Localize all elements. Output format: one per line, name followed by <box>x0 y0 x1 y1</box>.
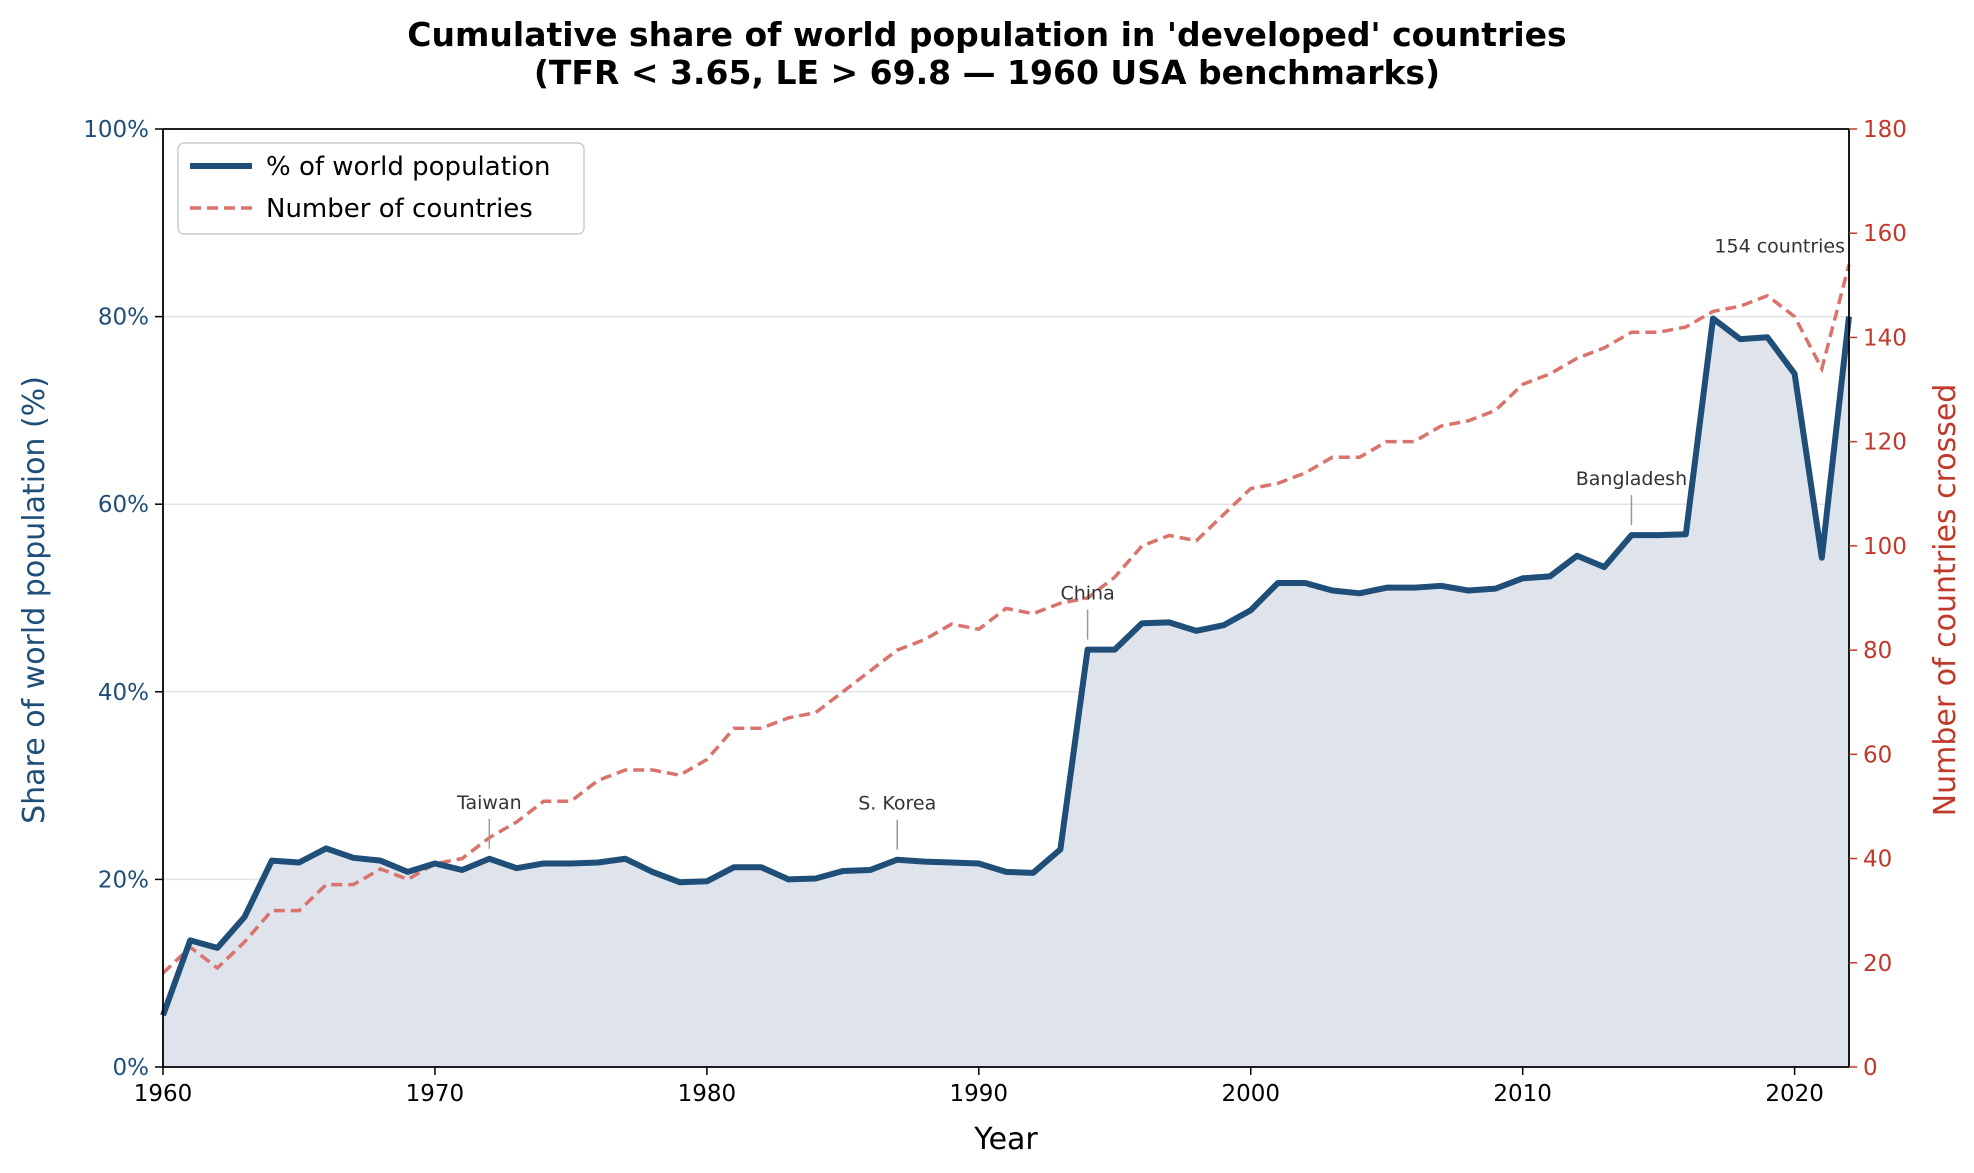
legend-label-share: % of world population <box>266 152 551 182</box>
x-tick-label: 1990 <box>950 1081 1009 1107</box>
share-area-layer <box>163 316 1849 1068</box>
share-series-line <box>160 315 1852 1017</box>
right-y-tick-label: 40 <box>1863 847 1892 873</box>
right-y-tick-label: 100 <box>1863 534 1907 560</box>
right-y-tick-label: 140 <box>1863 325 1907 351</box>
countries-series-line <box>161 264 1851 975</box>
right-y-tick-label: 20 <box>1863 951 1892 977</box>
x-tick-label: 2010 <box>1493 1081 1552 1107</box>
left-y-tick-label: 60% <box>98 492 149 518</box>
left-y-tick-label: 100% <box>83 117 149 143</box>
left-y-tick-label: 40% <box>98 680 149 706</box>
chart-subtitle: (TFR < 3.65, LE > 69.8 — 1960 USA benchm… <box>534 53 1440 92</box>
axis-ticks: 1960 1970 1980 1990 2000 2010 2020 0% 20% 40% 60% 8… <box>83 117 1907 1107</box>
chart-title: Cumulative share of world population in … <box>407 15 1566 54</box>
left-y-tick-label: 20% <box>98 867 149 893</box>
annotation-label: 154 countries <box>1714 235 1845 257</box>
annotation-label: Bangladesh <box>1576 468 1687 490</box>
annotation-label: Taiwan <box>456 792 522 814</box>
left-y-tick-label: 0% <box>113 1055 150 1081</box>
right-y-tick-label: 180 <box>1863 117 1907 143</box>
right-y-tick-label: 120 <box>1863 430 1907 456</box>
right-y-tick-label: 80 <box>1863 638 1892 664</box>
series-lines-layer <box>160 264 1852 1017</box>
right-y-axis-label: Number of countries crossed <box>1928 384 1963 817</box>
right-y-tick-label: 60 <box>1863 742 1892 768</box>
x-tick-label: 1980 <box>678 1081 737 1107</box>
right-y-tick-label: 160 <box>1863 221 1907 247</box>
x-axis-label: Year <box>973 1122 1038 1157</box>
axes-frame <box>162 128 1850 1068</box>
annotation-label: S. Korea <box>858 793 936 815</box>
x-tick-label: 2020 <box>1765 1081 1824 1107</box>
x-tick-label: 1970 <box>406 1081 465 1107</box>
left-y-tick-label: 80% <box>98 305 149 331</box>
share-area-fill <box>163 316 1849 1068</box>
legend: % of world population Number of countrie… <box>177 142 585 235</box>
legend-box <box>177 142 585 235</box>
x-tick-label: 2000 <box>1221 1081 1280 1107</box>
legend-label-countries: Number of countries <box>266 194 533 224</box>
annotation-label: China <box>1060 583 1114 605</box>
annotations-layer: Taiwan S. Korea China Bangladesh 154 countri… <box>456 235 1845 850</box>
left-y-axis-label: Share of world population (%) <box>17 376 52 824</box>
right-y-tick-label: 0 <box>1863 1055 1878 1081</box>
x-tick-label: 1960 <box>134 1081 193 1107</box>
